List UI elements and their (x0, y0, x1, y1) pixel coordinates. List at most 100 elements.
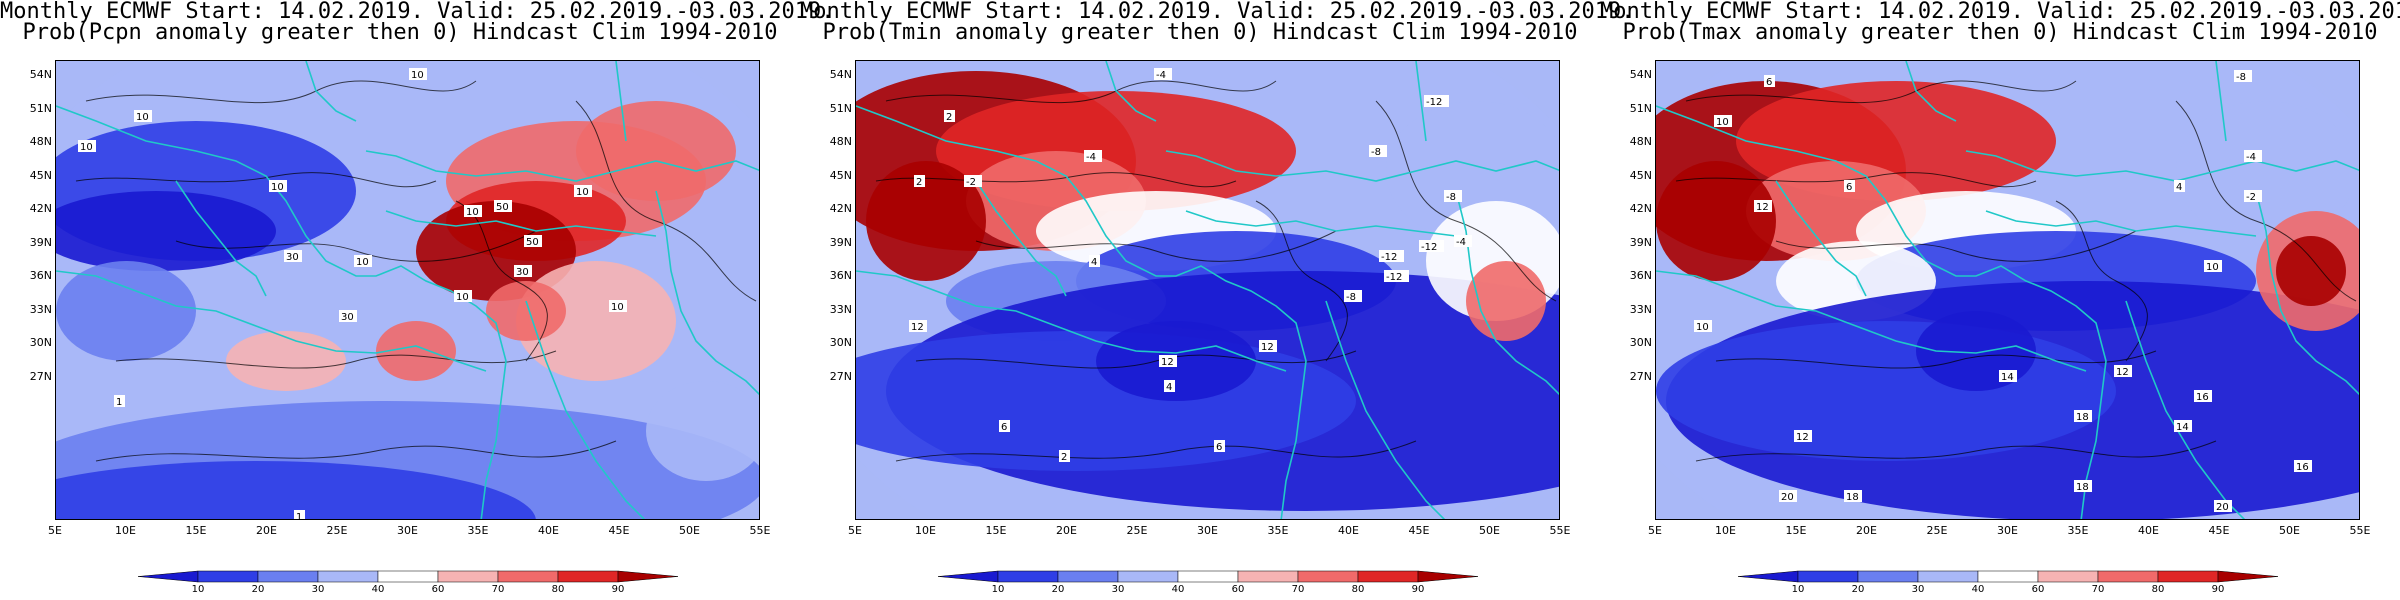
colorbar-label: 80 (2151, 584, 2165, 595)
map-tmin-svg: -4 2 -12 -2 -4 -8 -12 2 -8 -4 -12 12 4 12 -12 -8 12 6 4 6 2 (856, 61, 1559, 519)
colorbar-swatch (557, 570, 619, 583)
contour-label: -8 (1344, 290, 1362, 303)
lat-tick-label: 45N (29, 168, 52, 182)
colorbar-swatch (1857, 570, 1919, 583)
contour-label: 18 (2074, 480, 2092, 493)
svg-text:2: 2 (946, 112, 952, 123)
colorbar-label: 20 (1851, 584, 1865, 595)
svg-text:30: 30 (516, 267, 529, 278)
svg-text:14: 14 (2176, 422, 2189, 433)
lon-tick-label: 20E (1856, 524, 1877, 537)
lat-tick-label: 51N (29, 101, 52, 115)
svg-text:16: 16 (2296, 462, 2309, 473)
colorbar-arrow-low (137, 570, 199, 583)
panel-tmax: Monthly ECMWF Start: 14.02.2019. Valid: … (1600, 0, 2400, 600)
contour-label: -8 (1444, 190, 1462, 203)
colorbar-swatch (437, 570, 499, 583)
svg-text:-12: -12 (1421, 242, 1437, 253)
lat-tick-label: 30N (1629, 336, 1652, 349)
svg-text:-8: -8 (1446, 192, 1456, 203)
svg-text:-4: -4 (1456, 237, 1466, 248)
panel-title-line1: Monthly ECMWF Start: 14.02.2019. Valid: … (0, 0, 835, 24)
lon-tick-label: 25E (326, 524, 348, 537)
lat-tick-label: 51N (1629, 101, 1652, 115)
lat-tick-label: 39N (1629, 235, 1652, 249)
lat-tick-label: 27N (29, 369, 52, 383)
contour-label: 18 (2074, 410, 2092, 423)
svg-text:30: 30 (341, 312, 354, 323)
svg-text:-12: -12 (1381, 252, 1397, 263)
colorbar-label: 60 (2031, 584, 2045, 595)
svg-text:12: 12 (1756, 202, 1769, 213)
contour-label: 12 (1754, 200, 1772, 213)
colorbar-label: 30 (1111, 584, 1125, 595)
svg-text:18: 18 (2076, 412, 2089, 423)
colorbar-label: 10 (1791, 584, 1805, 595)
contour-label: 10 (354, 255, 372, 268)
colorbar-arrow-high (1417, 570, 1479, 583)
colorbar-swatch (377, 570, 439, 583)
contour-label: 12 (1259, 340, 1277, 353)
contour-label: -8 (2234, 70, 2252, 83)
lon-tick-label: 40E (1338, 524, 1359, 537)
lat-tick-label: 48N (1629, 135, 1652, 148)
svg-text:-8: -8 (1346, 292, 1356, 303)
colorbar-swatch (1297, 570, 1359, 583)
colorbar (137, 570, 679, 583)
map-tmin: -4 2 -12 -2 -4 -8 -12 2 -8 -4 -12 12 4 12 -12 -8 12 6 4 6 2 (855, 60, 1560, 520)
colorbar-label: 70 (1291, 584, 1305, 595)
lat-tick-label: 45N (829, 168, 852, 182)
contour-label: -12 (1384, 270, 1409, 283)
svg-text:12: 12 (1161, 357, 1174, 368)
contour-label: 16 (2294, 460, 2312, 473)
colorbar-label: 90 (2211, 584, 2225, 595)
colorbar (1737, 570, 2279, 583)
lon-tick-label: 45E (2208, 524, 2230, 537)
svg-text:12: 12 (1796, 432, 1809, 443)
svg-text:20: 20 (2216, 502, 2229, 513)
contour-label: -8 (1369, 145, 1387, 158)
svg-text:10: 10 (2206, 262, 2219, 273)
colorbar (937, 570, 1479, 583)
colorbar-arrow-low (1737, 570, 1799, 583)
panel-tmin: Monthly ECMWF Start: 14.02.2019. Valid: … (800, 0, 1634, 600)
contour-label: 50 (524, 235, 542, 248)
panel-precip: Monthly ECMWF Start: 14.02.2019. Valid: … (0, 0, 835, 600)
colorbar-swatch (257, 570, 319, 583)
contour-label: 18 (1844, 490, 1862, 503)
panel-title-line2: Prob(Pcpn anomaly greater then 0) Hindca… (22, 20, 778, 45)
lon-tick-label: 30E (397, 524, 418, 537)
contour-label: 12 (1794, 430, 1812, 443)
lat-tick-label: 27N (829, 369, 852, 383)
contour-label: -4 (1084, 150, 1102, 163)
contour-label: 50 (494, 200, 512, 213)
contour-label: 10 (464, 205, 482, 218)
colorbar-arrow-high (2217, 570, 2279, 583)
colorbar-swatch (1357, 570, 1419, 583)
contour-label: -2 (2244, 190, 2262, 203)
lat-tick-label: 27N (1629, 369, 1652, 383)
lon-tick-label: 15E (185, 524, 207, 537)
map-tmax-svg: -8610-4-21210461012141216181418202218201… (1656, 61, 2359, 519)
svg-text:10: 10 (576, 187, 589, 198)
colorbar-swatch (1237, 570, 1299, 583)
lat-tick-label: 54N (29, 68, 52, 81)
colorbar-swatch (1977, 570, 2039, 583)
colorbar-swatch (1797, 570, 1859, 583)
contour-label: 2 (1059, 450, 1070, 463)
map-precip-svg: 10 10 10 10 10 10 10 30 50 50 30 10 30 1 1 10 (56, 61, 759, 519)
contour-label: 10 (574, 185, 592, 198)
svg-text:10: 10 (466, 207, 479, 218)
contour-label: 6 (1764, 75, 1775, 88)
panel-title-line1: Monthly ECMWF Start: 14.02.2019. Valid: … (1600, 0, 2400, 24)
lat-tick-label: 33N (829, 302, 852, 316)
lat-tick-label: 48N (829, 135, 852, 148)
contour-label: -4 (2244, 150, 2262, 163)
lon-tick-label: 10E (1715, 524, 1736, 537)
lon-tick-label: 15E (1785, 524, 1807, 537)
svg-text:10: 10 (80, 142, 93, 153)
contour-label: 4 (1089, 255, 1100, 268)
colorbar-label: 10 (191, 584, 205, 595)
contour-label: 14 (1999, 370, 2017, 383)
contour-label: 10 (409, 68, 427, 81)
